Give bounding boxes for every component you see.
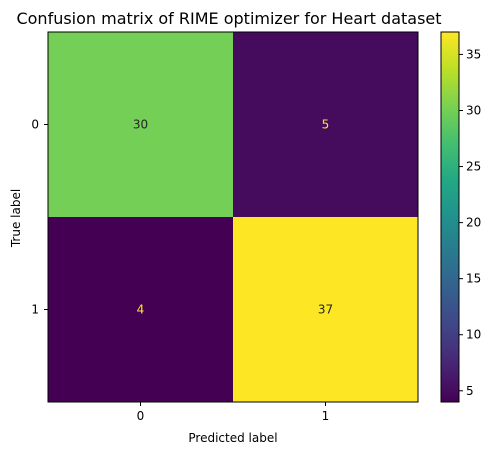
cell-label-0-1: 5 bbox=[322, 118, 330, 132]
cell-label-1-1: 37 bbox=[318, 303, 333, 317]
chart-title: Confusion matrix of RIME optimizer for H… bbox=[16, 9, 441, 28]
matrix-value-labels: 30 5 4 37 bbox=[133, 118, 333, 317]
cell-1-0 bbox=[48, 217, 233, 402]
y-axis-ticks: 01 bbox=[31, 118, 48, 317]
matrix-cells bbox=[48, 32, 418, 402]
colorbar-tick-label-5: 30 bbox=[466, 103, 481, 117]
x-tick-label-1: 1 bbox=[322, 409, 330, 423]
cell-0-0 bbox=[48, 32, 233, 217]
colorbar-tick-label-3: 20 bbox=[466, 216, 481, 230]
y-tick-label-0: 0 bbox=[31, 118, 39, 132]
y-axis-label: True label bbox=[9, 189, 23, 248]
cell-0-1 bbox=[233, 32, 418, 217]
cell-label-1-0: 4 bbox=[137, 303, 145, 317]
cell-label-0-0: 30 bbox=[133, 118, 148, 132]
cell-1-1 bbox=[233, 217, 418, 402]
x-axis-label: Predicted label bbox=[188, 431, 277, 445]
colorbar bbox=[440, 31, 460, 403]
colorbar-tick-label-6: 35 bbox=[466, 47, 481, 61]
y-tick-label-1: 1 bbox=[31, 303, 39, 317]
colorbar-tick-label-2: 15 bbox=[466, 272, 481, 286]
colorbar-tick-label-1: 10 bbox=[466, 328, 481, 342]
colorbar-tick-label-4: 25 bbox=[466, 160, 481, 174]
colorbar-ticks: 5 10 15 20 25 30 35 bbox=[459, 47, 481, 398]
x-tick-label-0: 0 bbox=[137, 409, 145, 423]
axes-frame bbox=[47, 31, 419, 403]
colorbar-tick-label-0: 5 bbox=[466, 384, 474, 398]
